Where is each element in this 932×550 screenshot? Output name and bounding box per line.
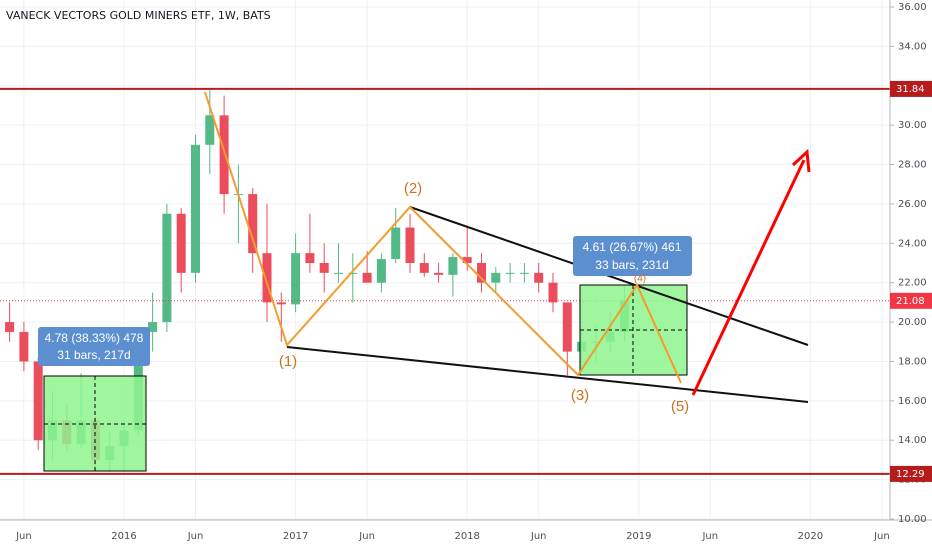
- candle-body: [448, 257, 458, 275]
- candle-body: [291, 253, 301, 305]
- trend-line: [286, 346, 809, 403]
- candle-body: [191, 144, 200, 273]
- level-label: 31.84: [896, 84, 925, 95]
- y-tick-label: 10.00: [898, 514, 927, 525]
- x-tick-label: Jun: [358, 531, 375, 542]
- wave-label: (3): [571, 387, 589, 404]
- candle-body: [348, 272, 358, 274]
- candle-body: [405, 227, 415, 263]
- arrow-head: [791, 148, 811, 173]
- candle-body: [519, 272, 529, 274]
- candle-body: [33, 361, 43, 441]
- level-label-box: [890, 465, 932, 482]
- x-tick-label: 2018: [454, 531, 479, 542]
- y-tick-label: 14.00: [898, 435, 927, 446]
- x-tick-label: Jun: [873, 531, 890, 542]
- y-tick-label: 28.00: [898, 160, 927, 171]
- x-tick-label: 2019: [626, 531, 651, 542]
- wave-label: (1): [279, 353, 297, 370]
- candle-body: [5, 322, 15, 332]
- y-tick-label: 26.00: [898, 199, 927, 210]
- drawings: 4.78 (38.33%) 478 31 bars, 217d 4.61 (26…: [38, 91, 811, 472]
- candle-body: [505, 272, 515, 274]
- candle-body: [434, 272, 444, 275]
- y-tick-label: 36.00: [898, 2, 927, 13]
- candle-body: [548, 282, 558, 303]
- arrow-line: [691, 159, 806, 396]
- candle-body: [205, 115, 215, 145]
- range-label: 31 bars, 217d: [57, 348, 130, 362]
- candle-body: [491, 272, 501, 283]
- candle-body: [534, 272, 544, 283]
- candle-body: [477, 263, 486, 283]
- candle-body: [305, 253, 315, 263]
- level-label-box: [890, 80, 932, 97]
- x-tick-label: Jun: [701, 531, 718, 542]
- candle-body: [319, 263, 329, 273]
- chart-title: VANECK VECTORS GOLD MINERS ETF, 1W, BATS: [6, 9, 271, 22]
- candle-body: [276, 302, 286, 305]
- range-label: 4.61 (26.67%) 461: [583, 240, 682, 254]
- candle-body: [248, 194, 258, 254]
- axes: 10.0012.0014.0016.0018.0020.0022.0024.00…: [15, 2, 932, 542]
- range-label-box: [573, 236, 692, 276]
- level-label: 12.29: [896, 469, 925, 480]
- y-tick-label: 24.00: [898, 238, 927, 249]
- candle-body: [462, 257, 472, 263]
- candle-body: [419, 263, 429, 273]
- x-tick-label: 2017: [283, 531, 308, 542]
- range-label: 33 bars, 231d: [595, 258, 668, 272]
- candle-body: [362, 272, 372, 283]
- candle-body: [148, 322, 158, 332]
- candle-body: [562, 302, 572, 352]
- range-label: 4.78 (38.33%) 478: [45, 331, 144, 345]
- y-tick-label: 22.00: [898, 278, 927, 289]
- candle-body: [376, 259, 386, 283]
- levels: [0, 87, 890, 475]
- y-tick-label: 20.00: [898, 317, 927, 328]
- y-tick-label: 16.00: [898, 396, 927, 407]
- last-price-label: 21.08: [896, 296, 925, 307]
- x-tick-label: 2016: [111, 531, 136, 542]
- wave-path: [204, 91, 682, 384]
- y-tick-label: 30.00: [898, 120, 927, 131]
- candle-body: [334, 272, 343, 274]
- candle-body: [219, 115, 229, 195]
- wave-label: (5): [671, 398, 689, 415]
- range-label-box: [38, 327, 150, 366]
- y-tick-label: 18.00: [898, 356, 927, 367]
- candle-body: [176, 213, 186, 273]
- y-tick-label: 34.00: [898, 41, 927, 52]
- wave-label: (2): [404, 180, 422, 197]
- candle-body: [19, 331, 29, 362]
- x-tick-label: 2020: [798, 531, 823, 542]
- candle-body: [262, 253, 272, 303]
- x-tick-label: Jun: [187, 531, 204, 542]
- candle-body: [162, 213, 172, 323]
- x-tick-label: Jun: [530, 531, 547, 542]
- x-tick-label: Jun: [15, 531, 32, 542]
- candle-body: [391, 227, 401, 260]
- last-price-box: [890, 292, 932, 309]
- wave-label: (4): [634, 274, 646, 285]
